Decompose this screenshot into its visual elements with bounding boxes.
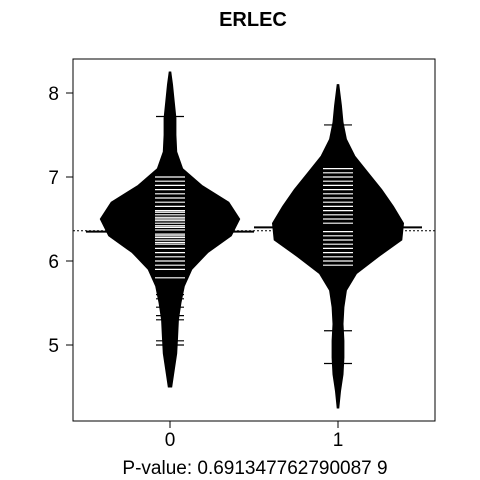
bean-0 — [86, 71, 254, 388]
x-tick-label: 0 — [165, 430, 176, 451]
bean-density-1 — [271, 84, 405, 409]
bean-1 — [254, 84, 422, 409]
x-tick-label: 1 — [333, 430, 344, 451]
y-tick-label: 8 — [48, 84, 59, 105]
y-tick-label: 5 — [48, 336, 59, 357]
beans-layer — [73, 71, 435, 409]
y-tick-label: 6 — [48, 252, 59, 273]
x-axis-label: P-value: 0.691347762790087 9 — [122, 458, 387, 479]
y-tick-label: 7 — [48, 168, 59, 189]
plot-frame — [72, 58, 436, 422]
chart-title: ERLEC — [219, 9, 287, 31]
y-axis: 5 6 7 8 — [48, 84, 74, 357]
